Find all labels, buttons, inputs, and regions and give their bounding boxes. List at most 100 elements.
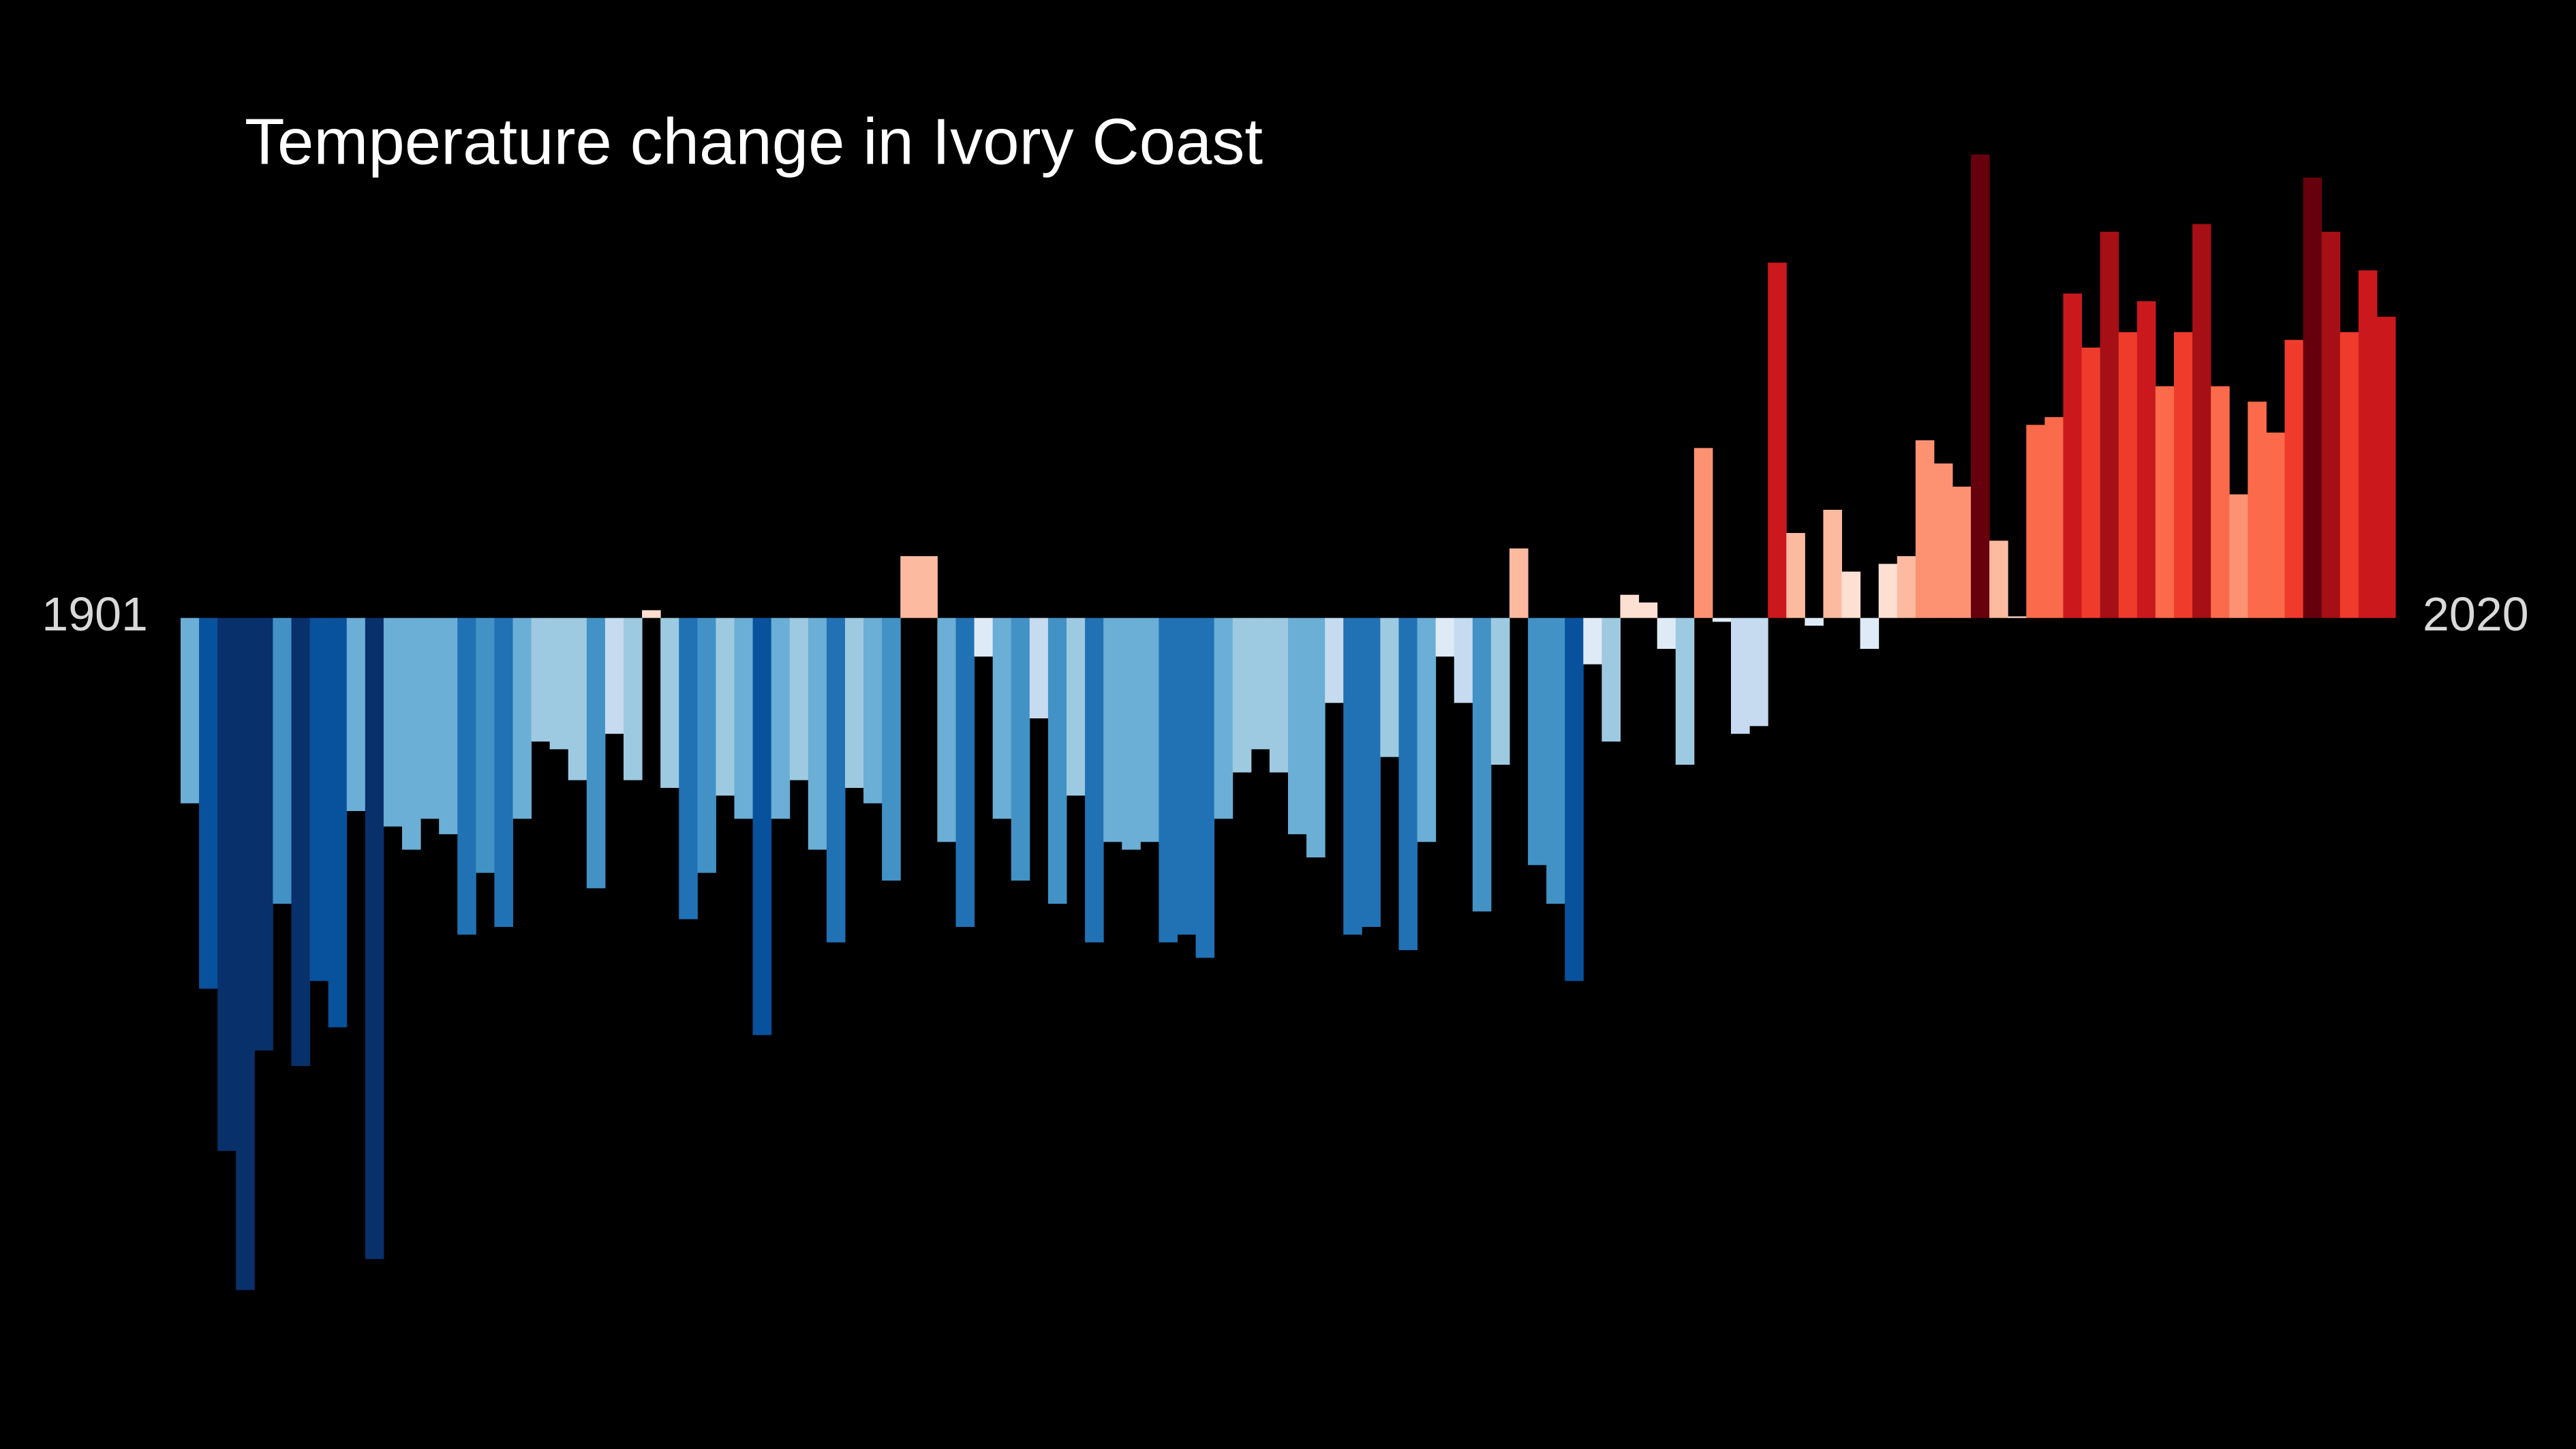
bar: [531, 617, 551, 742]
bar: [1546, 617, 1565, 904]
bar: [2376, 316, 2396, 618]
bar: [549, 617, 569, 750]
bar: [1952, 487, 1972, 618]
bar: [919, 556, 938, 618]
bar: [346, 617, 366, 811]
bar: [2008, 616, 2027, 618]
bar: [2118, 332, 2138, 618]
bar: [1140, 617, 1159, 842]
bar: [402, 617, 421, 850]
bar: [1693, 448, 1713, 618]
bar: [512, 617, 532, 819]
bar: [697, 617, 716, 873]
bar: [992, 617, 1012, 819]
bar: [1638, 603, 1658, 618]
bar: [900, 556, 919, 618]
bar: [604, 617, 624, 734]
bar: [457, 617, 476, 935]
chart-title: Temperature change in Ivory Coast: [245, 105, 1263, 178]
bar: [2321, 232, 2341, 618]
bar: [1011, 617, 1030, 881]
bar: [1749, 617, 1768, 727]
bar: [217, 617, 236, 1151]
bar: [2266, 432, 2285, 618]
bar: [734, 617, 754, 819]
bar: [1269, 617, 1289, 773]
bar: [1177, 617, 1197, 935]
bar: [365, 617, 384, 1260]
bar: [1805, 617, 1824, 626]
bar: [586, 617, 606, 889]
bar: [1971, 154, 1990, 618]
bar: [383, 617, 403, 827]
bar: [1103, 617, 1122, 842]
bar: [420, 617, 440, 819]
bar: [955, 617, 975, 927]
bar: [1989, 540, 2008, 618]
bar: [476, 617, 495, 873]
bar: [1454, 617, 1473, 703]
bar: [1195, 617, 1215, 958]
bar: [771, 617, 791, 819]
bar: [2340, 332, 2359, 618]
bar: [2358, 270, 2378, 618]
bar: [1214, 617, 1233, 819]
bar: [328, 617, 348, 1028]
bar: [568, 617, 587, 780]
bar: [1288, 617, 1307, 834]
bar: [1472, 617, 1492, 912]
bar: [439, 617, 458, 834]
bar: [273, 617, 292, 904]
bar: [1768, 262, 1787, 618]
bar: [2136, 301, 2156, 618]
bar: [1897, 556, 1916, 618]
bar: [1712, 617, 1732, 622]
bar: [2303, 177, 2322, 618]
bar: [1878, 564, 1898, 618]
bar: [2081, 348, 2101, 618]
bar: [2211, 386, 2230, 618]
bar: [181, 617, 200, 804]
bar: [1362, 617, 1381, 927]
bar: [2155, 386, 2175, 618]
bar: [642, 610, 661, 618]
bar: [1528, 617, 1547, 866]
bar: [624, 617, 643, 780]
bar: [679, 617, 698, 919]
bar: [1067, 617, 1086, 796]
bar: [1085, 617, 1104, 943]
bar: [236, 617, 255, 1290]
bar: [1047, 617, 1067, 904]
bar: [752, 617, 772, 1035]
bar: [863, 617, 883, 804]
bar: [1306, 617, 1325, 857]
bar: [254, 617, 273, 1051]
x-end-label: 2020: [2423, 588, 2529, 641]
bar: [494, 617, 513, 927]
bar: [1823, 510, 1842, 618]
bar: [1565, 617, 1584, 981]
bar: [1841, 571, 1861, 618]
bar: [937, 617, 956, 842]
bar: [309, 617, 329, 981]
bar: [1122, 617, 1141, 850]
bar: [1601, 617, 1621, 742]
bar: [1675, 617, 1695, 765]
bar: [1417, 617, 1437, 842]
bar: [1509, 548, 1529, 618]
bar: [789, 617, 809, 780]
bar: [1325, 617, 1344, 703]
bar: [2044, 417, 2064, 618]
bar: [660, 617, 679, 788]
bar: [1620, 594, 1640, 618]
bar: [808, 617, 827, 850]
bar: [1398, 617, 1418, 950]
bar: [1251, 617, 1270, 750]
bar: [199, 617, 218, 989]
bar: [1786, 533, 1805, 618]
bar: [1731, 617, 1750, 734]
bar: [716, 617, 735, 796]
bar: [2026, 425, 2045, 618]
